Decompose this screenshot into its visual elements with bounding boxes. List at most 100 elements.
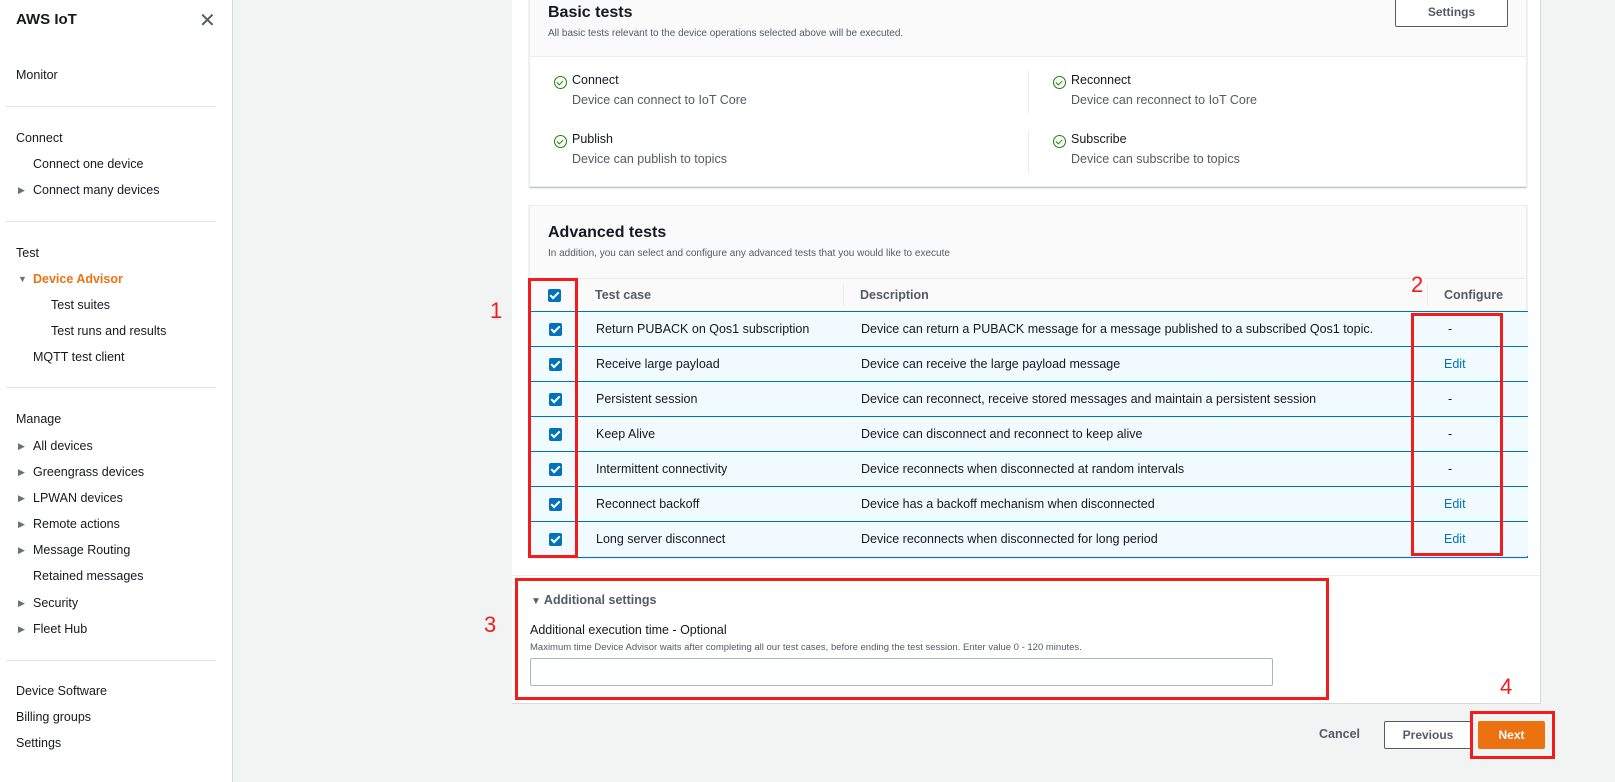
edit-link[interactable]: Edit (1444, 532, 1466, 546)
check-circle-icon (554, 76, 567, 89)
sidebar-item-monitor[interactable]: Monitor (16, 68, 58, 82)
table-row[interactable]: Receive large payload Device can receive … (530, 346, 1528, 381)
additional-settings-toggle[interactable]: ▼ Additional settings (531, 593, 656, 607)
row-checkbox[interactable] (549, 323, 562, 336)
select-all-checkbox[interactable] (548, 289, 561, 302)
test-case-name: Intermittent connectivity (596, 462, 728, 476)
test-case-description: Device can receive the large payload mes… (861, 357, 1121, 371)
table-row[interactable]: Reconnect backoff Device has a backoff me… (530, 486, 1528, 521)
caret-down-icon[interactable]: ▼ (18, 274, 27, 284)
sidebar-item-connect[interactable]: Connect (16, 131, 63, 145)
basic-tests-subtitle: All basic tests relevant to the device o… (548, 28, 904, 39)
sidebar-item-connect-many-devices[interactable]: Connect many devices (33, 183, 160, 197)
sidebar-divider (6, 387, 216, 388)
annotation-label-2: 2 (1411, 272, 1424, 297)
table-row[interactable]: Keep Alive Device can disconnect and reco… (530, 416, 1528, 451)
sidebar-item-greengrass-devices[interactable]: Greengrass devices (33, 465, 145, 479)
test-case-description: Device reconnects when disconnected for … (861, 532, 1158, 546)
sidebar-item-all-devices[interactable]: All devices (33, 439, 93, 453)
caret-right-icon[interactable]: ▶ (18, 185, 25, 195)
row-checkbox[interactable] (549, 463, 562, 476)
advanced-tests-title: Advanced tests (548, 224, 667, 241)
sidebar-item-test-suites[interactable]: Test suites (51, 298, 111, 312)
caret-down-icon: ▼ (531, 596, 541, 607)
cancel-button[interactable]: Cancel (1319, 727, 1360, 741)
column-header-description[interactable]: Description (860, 288, 929, 302)
annotation-box-1 (528, 278, 578, 558)
test-case-name: Return PUBACK on Qos1 subscription (596, 322, 810, 336)
sidebar-item-fleet-hub[interactable]: Fleet Hub (33, 622, 88, 636)
test-case-name: Receive large payload (596, 357, 720, 371)
sidebar: AWS IoT ✕ Monitor Connect Connect one devi… (0, 0, 233, 782)
sidebar-item-remote-actions[interactable]: Remote actions (33, 517, 120, 531)
table-row[interactable]: Return PUBACK on Qos1 subscription Device… (530, 311, 1528, 346)
test-case-name: Persistent session (596, 392, 698, 406)
sidebar-item-security[interactable]: Security (33, 596, 79, 610)
row-checkbox[interactable] (549, 393, 562, 406)
sidebar-item-lpwan-devices[interactable]: LPWAN devices (33, 491, 123, 505)
row-checkbox[interactable] (549, 533, 562, 546)
caret-right-icon[interactable]: ▶ (18, 519, 25, 529)
sidebar-title: AWS IoT (16, 11, 77, 28)
sidebar-divider (6, 660, 216, 661)
test-case-name: Long server disconnect (596, 532, 726, 546)
execution-time-label: Additional execution time - Optional (530, 623, 727, 637)
caret-right-icon[interactable]: ▶ (18, 493, 25, 503)
configure-value: - (1448, 392, 1453, 406)
table-row[interactable]: Persistent session Device can reconnect, … (530, 381, 1528, 416)
sidebar-item-retained-messages[interactable]: Retained messages (33, 569, 144, 583)
caret-right-icon[interactable]: ▶ (18, 598, 25, 608)
sidebar-item-device-software[interactable]: Device Software (16, 684, 108, 698)
annotation-label-1: 1 (490, 298, 503, 323)
check-circle-icon (1053, 76, 1066, 89)
caret-right-icon[interactable]: ▶ (18, 545, 25, 555)
basic-tests-title: Basic tests (548, 4, 633, 21)
advanced-tests-panel: Advanced tests In addition, you can sele… (529, 205, 1528, 558)
main-panel: Basic tests All basic tests relevant to … (512, 0, 1541, 704)
caret-right-icon[interactable]: ▶ (18, 624, 25, 634)
configure-value: - (1448, 322, 1453, 336)
sidebar-item-test-runs-and-results[interactable]: Test runs and results (51, 324, 167, 338)
basic-tests-panel: Basic tests All basic tests relevant to … (529, 0, 1527, 187)
test-case-description: Device has a backoff mechanism when disc… (861, 497, 1155, 511)
next-button[interactable]: Next (1478, 721, 1545, 749)
test-case-description: Device can reconnect, receive stored mes… (861, 392, 1317, 406)
test-case-name: Reconnect backoff (596, 497, 700, 511)
settings-button[interactable]: Settings (1395, 0, 1508, 27)
check-circle-icon (554, 135, 567, 148)
annotation-box-3 (515, 578, 1329, 700)
row-checkbox[interactable] (549, 498, 562, 511)
caret-right-icon[interactable]: ▶ (18, 441, 25, 451)
sidebar-item-settings[interactable]: Settings (16, 736, 62, 750)
table-row[interactable]: Long server disconnect Device reconnects … (530, 521, 1528, 556)
sidebar-item-test[interactable]: Test (16, 246, 39, 260)
previous-button[interactable]: Previous (1384, 721, 1472, 749)
column-header-test-case[interactable]: Test case (595, 288, 652, 302)
configure-value: - (1448, 462, 1453, 476)
annotation-box-2 (1411, 313, 1503, 556)
configure-value: - (1448, 427, 1453, 441)
table-row[interactable]: Intermittent connectivity Device reconnec… (530, 451, 1528, 486)
annotation-label-3: 3 (484, 612, 497, 637)
test-case-description: Device reconnects when disconnected at r… (861, 462, 1185, 476)
row-checkbox[interactable] (549, 428, 562, 441)
execution-time-input[interactable] (530, 658, 1273, 686)
annotation-box-4 (1470, 711, 1555, 759)
execution-time-hint: Maximum time Device Advisor waits after … (530, 642, 1082, 653)
sidebar-item-mqtt-test-client[interactable]: MQTT test client (33, 350, 125, 364)
sidebar-item-device-advisor[interactable]: Device Advisor (33, 272, 123, 286)
sidebar-item-billing-groups[interactable]: Billing groups (16, 710, 92, 724)
row-checkbox[interactable] (549, 358, 562, 371)
check-circle-icon (1053, 135, 1066, 148)
sidebar-item-message-routing[interactable]: Message Routing (33, 543, 131, 557)
close-icon[interactable]: ✕ (199, 10, 216, 32)
edit-link[interactable]: Edit (1444, 357, 1466, 371)
sidebar-divider (6, 221, 216, 222)
caret-right-icon[interactable]: ▶ (18, 467, 25, 477)
additional-settings-title: Additional settings (543, 593, 657, 607)
sidebar-item-manage[interactable]: Manage (16, 412, 62, 426)
annotation-label-4: 4 (1500, 674, 1513, 699)
sidebar-item-connect-one-device[interactable]: Connect one device (33, 157, 144, 171)
edit-link[interactable]: Edit (1444, 497, 1466, 511)
column-header-configure: Configure (1444, 288, 1504, 302)
